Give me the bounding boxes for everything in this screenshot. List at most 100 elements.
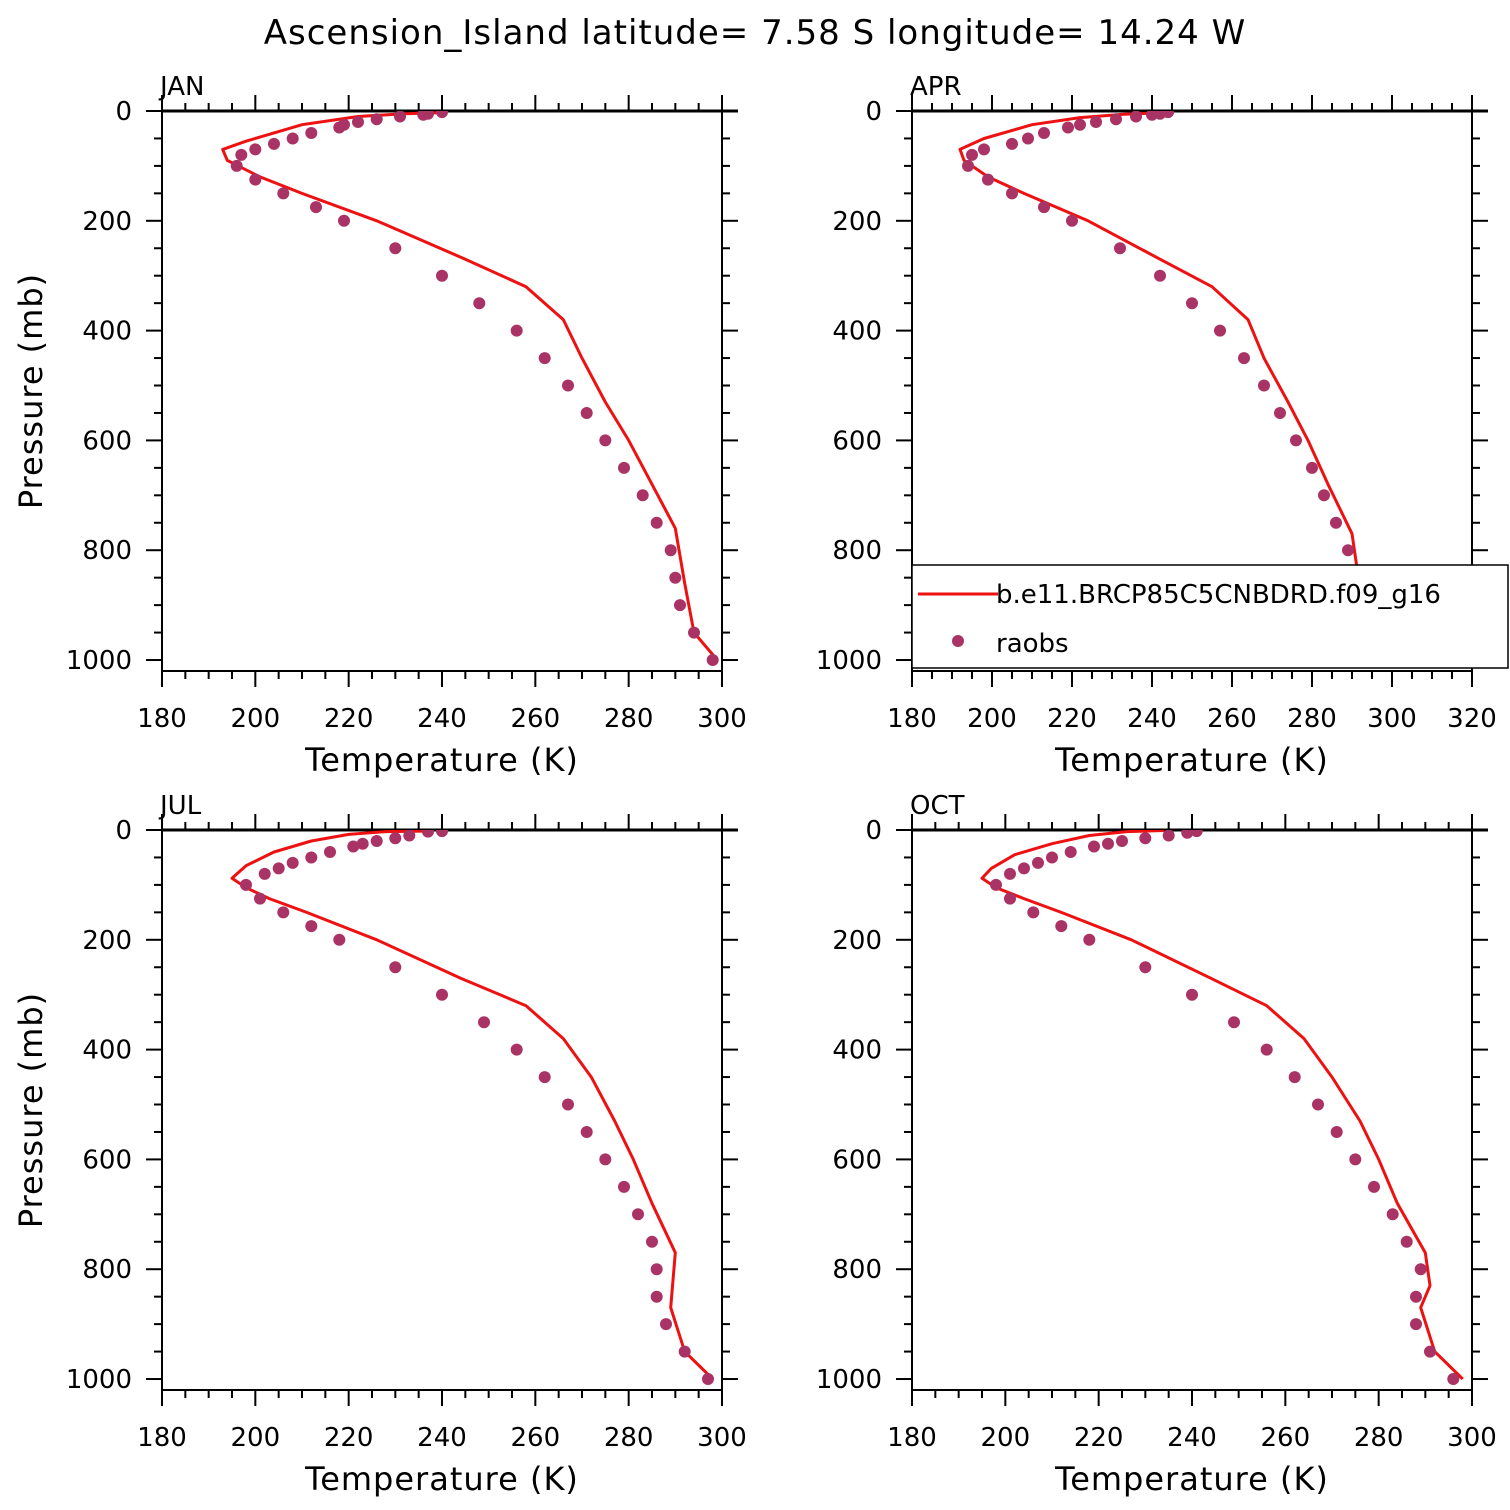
- raobs-point: [664, 544, 677, 557]
- x-tick-label: 280: [1354, 1423, 1404, 1453]
- raobs-point: [1046, 851, 1058, 864]
- x-tick-label: 240: [417, 1423, 467, 1453]
- raobs-point: [370, 835, 383, 847]
- raobs-point: [1238, 352, 1250, 365]
- raobs-point: [352, 116, 364, 128]
- raobs-point: [562, 1098, 574, 1111]
- raobs-point: [1330, 1126, 1343, 1138]
- raobs-point: [1038, 127, 1050, 139]
- x-tick-label: 200: [231, 704, 281, 734]
- raobs-point: [235, 148, 248, 161]
- x-axis-label: Temperature (K): [304, 1460, 579, 1498]
- y-tick-label: 1000: [816, 1365, 882, 1395]
- raobs-point: [347, 840, 360, 853]
- raobs-point: [1088, 840, 1100, 853]
- raobs-point: [618, 1180, 630, 1193]
- x-tick-label: 240: [1167, 1423, 1217, 1453]
- raobs-point: [230, 159, 243, 172]
- raobs-point: [1074, 118, 1086, 131]
- raobs-point: [678, 1345, 691, 1358]
- raobs-point: [310, 201, 322, 214]
- raobs-point: [1330, 516, 1342, 529]
- plot-frame-jul: [161, 829, 723, 1391]
- raobs-point: [982, 173, 994, 186]
- series-group-jul: [230, 830, 714, 1385]
- raobs-point: [333, 933, 346, 946]
- y-tick-label: 1000: [816, 646, 882, 676]
- x-tick-label: 180: [887, 704, 937, 734]
- x-tick-label: 300: [697, 1423, 747, 1453]
- raobs-point: [632, 1208, 644, 1221]
- y-tick-label: 0: [115, 97, 132, 127]
- raobs-point: [473, 297, 486, 310]
- x-axis-label: Temperature (K): [304, 741, 579, 779]
- y-tick-label: 0: [865, 816, 882, 846]
- x-tick-label: 300: [1447, 1423, 1497, 1453]
- raobs-point: [650, 1263, 663, 1276]
- legend-label: b.e11.BRCP85C5CNBDRD.f09_g16: [996, 580, 1441, 610]
- raobs-point: [1306, 461, 1318, 474]
- y-tick-label: 600: [82, 426, 132, 456]
- raobs-point: [599, 434, 612, 447]
- raobs-point: [510, 1043, 523, 1056]
- y-tick-label: 0: [115, 816, 132, 846]
- raobs-point: [1228, 1016, 1240, 1029]
- raobs-point: [1214, 324, 1226, 337]
- raobs-point: [1006, 137, 1018, 150]
- x-tick-label: 260: [511, 704, 561, 734]
- raobs-point: [636, 489, 649, 502]
- y-tick-label: 1000: [66, 1365, 132, 1395]
- raobs-point: [1181, 830, 1194, 839]
- raobs-point: [240, 878, 252, 891]
- raobs-point: [1186, 297, 1198, 310]
- panels: 180 200 220 240 260 280 300 0 200 400 600 800 1000 JA…: [12, 72, 1509, 1498]
- raobs-point: [1062, 121, 1074, 134]
- figure-title: Ascension_Island latitude= 7.58 S longit…: [264, 13, 1247, 53]
- model-profile-line: [980, 830, 1464, 1381]
- y-tick-label: 800: [832, 536, 882, 566]
- raobs-point: [1055, 920, 1068, 933]
- raobs-point: [706, 654, 719, 666]
- y-tick-label: 800: [82, 1255, 132, 1285]
- raobs-point: [1288, 1071, 1301, 1084]
- raobs-point: [1114, 242, 1126, 255]
- x-tick-label: 180: [137, 704, 187, 734]
- y-tick-label: 1000: [66, 646, 132, 676]
- raobs-point: [1342, 544, 1354, 557]
- y-tick-label: 400: [82, 317, 132, 347]
- raobs-point: [324, 846, 336, 858]
- y-tick-label: 800: [82, 536, 132, 566]
- legend-label: raobs: [996, 629, 1069, 659]
- raobs-point: [1038, 201, 1050, 214]
- y-tick-label: 400: [832, 317, 882, 347]
- raobs-point: [1004, 867, 1016, 880]
- raobs-point: [249, 143, 262, 156]
- raobs-point: [277, 187, 290, 200]
- legend-box: [911, 564, 1509, 669]
- raobs-point: [1110, 113, 1122, 126]
- raobs-point: [1447, 1373, 1460, 1385]
- plot-frame-jan: [161, 110, 723, 672]
- raobs-point: [272, 862, 285, 875]
- raobs-point: [305, 851, 318, 864]
- raobs-point: [990, 878, 1002, 891]
- panel-title-apr: APR: [910, 72, 962, 102]
- raobs-point: [478, 1016, 490, 1029]
- raobs-point: [580, 1126, 593, 1138]
- raobs-point: [370, 113, 383, 126]
- panel-jan: 180 200 220 240 260 280 300 0 200 400 600 800 1000 JA…: [12, 72, 747, 779]
- y-tick-label: 600: [82, 1145, 132, 1175]
- raobs-point: [1139, 832, 1152, 845]
- raobs-point: [389, 242, 402, 255]
- raobs-point: [1318, 489, 1330, 502]
- x-axis-label: Temperature (K): [1054, 741, 1329, 779]
- panel-title-jan: JAN: [158, 72, 204, 102]
- raobs-point: [403, 830, 416, 842]
- raobs-point: [1186, 988, 1198, 1001]
- panel-title-oct: OCT: [910, 791, 965, 821]
- raobs-point: [417, 111, 430, 121]
- model-profile-line: [221, 111, 719, 661]
- plot-frame-oct: [911, 829, 1473, 1391]
- raobs-point: [1290, 434, 1302, 447]
- raobs-point: [338, 214, 350, 227]
